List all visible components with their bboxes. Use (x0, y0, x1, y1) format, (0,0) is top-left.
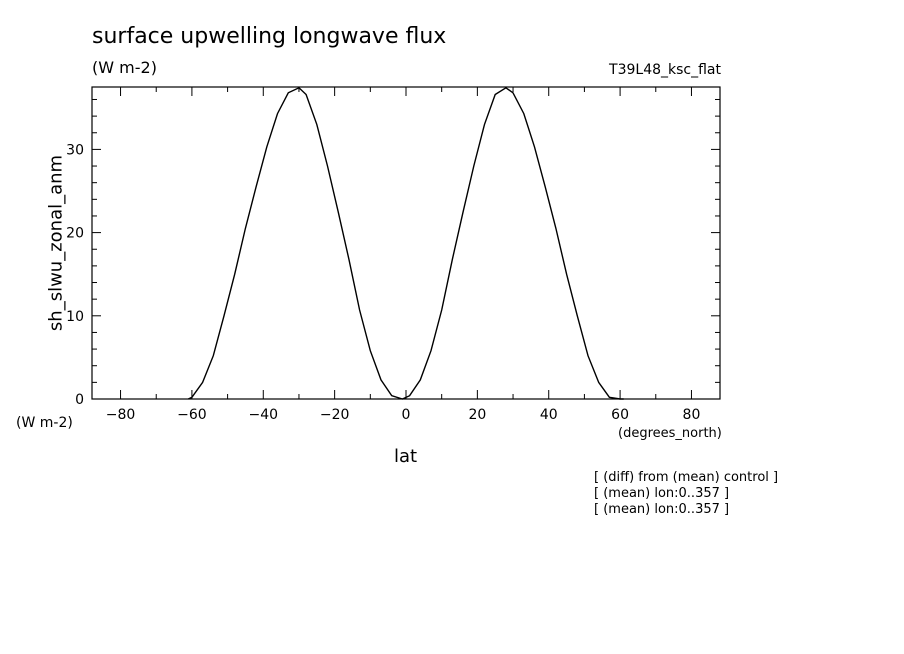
annotation-line: [ (mean) lon:0..357 ] (594, 502, 730, 517)
chart-title: surface upwelling longwave flux (92, 24, 447, 49)
x-tick-label: −40 (248, 407, 278, 423)
x-axis-label: lat (394, 446, 418, 467)
x-tick-label: 20 (468, 407, 486, 423)
y-axis-units: (W m-2) (16, 415, 73, 431)
x-tick-label: −20 (320, 407, 350, 423)
run-label: T39L48_ksc_flat (609, 62, 721, 78)
x-tick-label: −60 (177, 407, 207, 423)
y-tick-label: 20 (66, 226, 84, 242)
y-tick-label: 10 (66, 309, 84, 325)
annotation-line: [ (diff) from (mean) control ] (594, 470, 779, 485)
title-units: (W m-2) (92, 58, 157, 77)
x-tick-label: 40 (540, 407, 558, 423)
y-tick-label: 30 (66, 142, 84, 158)
annotation-block: [ (diff) from (mean) control ] [ (mean) … (594, 470, 778, 518)
series-line (188, 86, 624, 400)
x-tick-label: 60 (611, 407, 629, 423)
x-tick-label: −80 (106, 407, 136, 423)
x-tick-label: 0 (402, 407, 411, 423)
x-tick-label: 80 (683, 407, 701, 423)
y-axis-label: sh_slwu_zonal_anm (45, 154, 67, 332)
x-axis-units: (degrees_north) (618, 426, 722, 441)
y-tick-label: 0 (75, 392, 84, 408)
plot-frame (91, 86, 721, 400)
annotation-line: [ (mean) lon:0..357 ] (594, 486, 730, 501)
